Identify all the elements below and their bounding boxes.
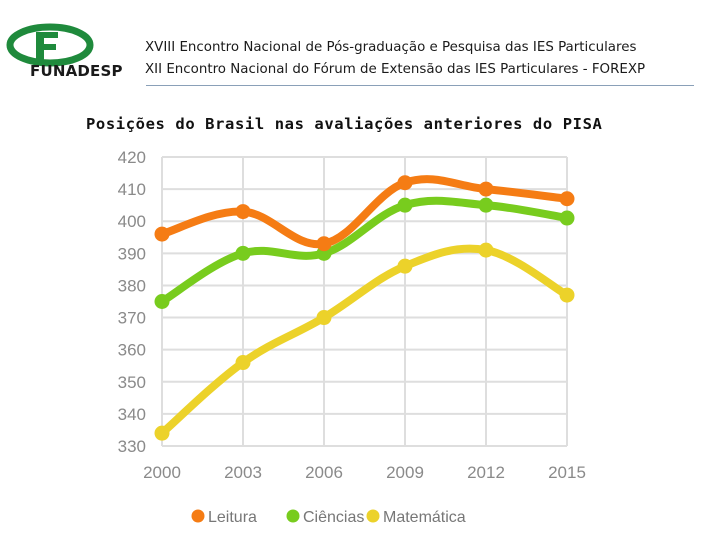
legend-label: Leitura [208, 509, 257, 526]
data-point [559, 191, 575, 207]
y-tick-label: 330 [118, 437, 146, 456]
legend-marker [366, 509, 380, 523]
data-point [235, 245, 251, 261]
data-point [154, 226, 170, 242]
series-line [158, 244, 571, 438]
header-line-2: XII Encontro Nacional do Fórum de Extens… [145, 62, 646, 77]
x-tick-label: 2009 [386, 463, 424, 482]
y-tick-label: 410 [118, 180, 146, 199]
legend-label: Matemática [383, 509, 466, 526]
data-point [235, 355, 251, 371]
x-tick-label: 2012 [467, 463, 505, 482]
y-tick-label: 340 [118, 405, 146, 424]
x-tick-label: 2006 [305, 463, 343, 482]
y-tick-label: 370 [118, 309, 146, 328]
series-leitura [154, 175, 575, 252]
data-point [559, 210, 575, 226]
series-matemática [154, 242, 575, 441]
y-tick-label: 360 [118, 341, 146, 360]
series-line [158, 196, 571, 306]
data-point [478, 181, 494, 197]
chart-title: Posições do Brasil nas avaliações anteri… [86, 115, 603, 133]
y-tick-label: 380 [118, 276, 146, 295]
data-point [397, 175, 413, 191]
chart-legend: Leitura Ciências Matemática [191, 509, 466, 526]
legend-marker [286, 509, 300, 523]
data-point [478, 242, 494, 258]
y-tick-label: 350 [118, 373, 146, 392]
data-point [154, 294, 170, 309]
data-point [397, 258, 413, 274]
data-point [559, 287, 575, 303]
funadesp-emblem-icon [6, 23, 94, 67]
y-tick-label: 390 [118, 244, 146, 263]
header-line-1: XVIII Encontro Nacional de Pós-graduação… [145, 40, 637, 55]
header-divider [146, 85, 694, 86]
legend-marker [191, 509, 205, 523]
data-point [316, 236, 332, 252]
y-axis-ticks: 420 410 400 390 380 370 360 350 340 330 [118, 148, 146, 456]
x-tick-label: 2000 [143, 463, 181, 482]
y-tick-label: 400 [118, 212, 146, 231]
data-point [154, 425, 170, 441]
chart-series [154, 175, 575, 441]
x-tick-label: 2015 [548, 463, 586, 482]
funadesp-logo [6, 18, 126, 84]
x-tick-label: 2003 [224, 463, 262, 482]
chart-grid [161, 156, 568, 447]
data-point [235, 204, 251, 220]
x-axis-ticks: 2000 2003 2006 2009 2012 2015 [143, 463, 586, 482]
y-tick-label: 420 [118, 148, 146, 167]
data-point [316, 310, 332, 326]
data-point [397, 197, 413, 213]
data-point [478, 197, 494, 213]
legend-label: Ciências [303, 509, 364, 526]
logo-text: FUNADESP [30, 62, 123, 80]
